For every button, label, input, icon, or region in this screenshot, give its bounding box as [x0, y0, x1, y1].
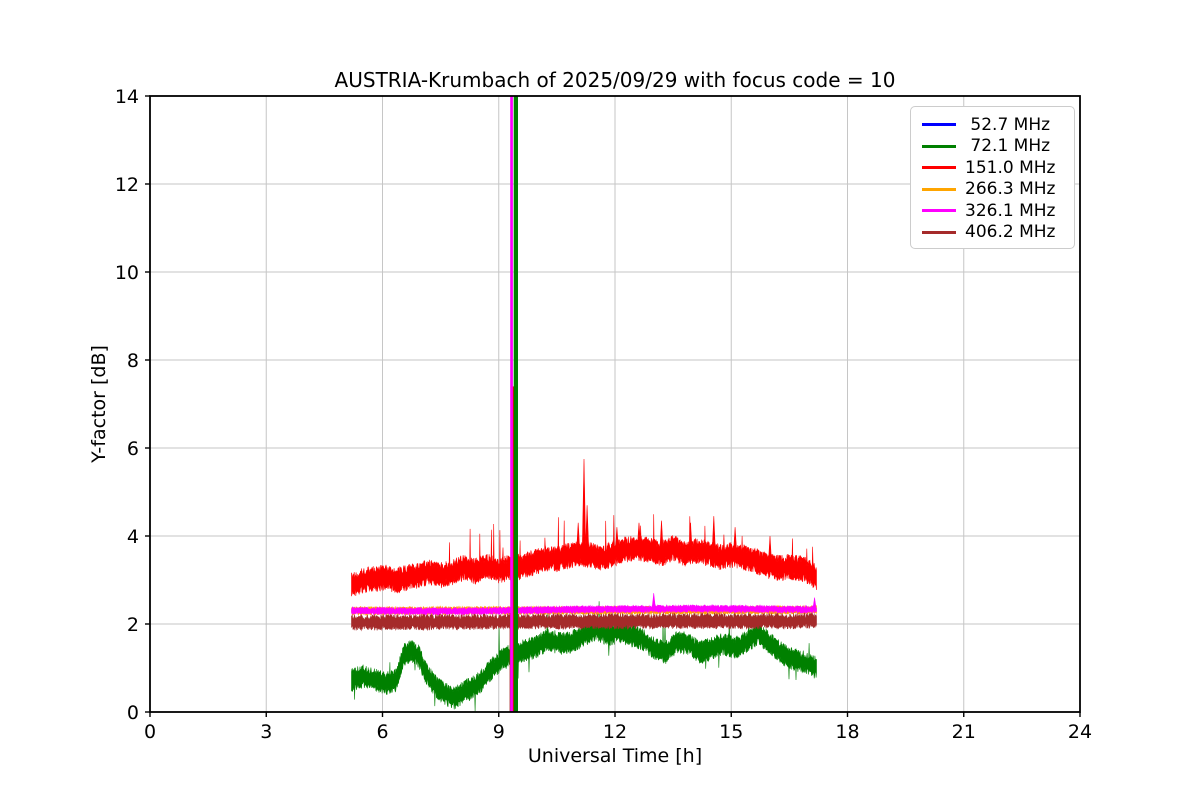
y-tick-label: 8 — [127, 350, 139, 372]
y-tick-label: 2 — [127, 614, 139, 636]
legend-line-swatch — [922, 209, 956, 213]
event-line — [510, 96, 513, 712]
legend-label: 72.1 MHz — [965, 136, 1051, 157]
legend-line-swatch — [922, 230, 956, 234]
y-tick-label: 4 — [127, 526, 139, 548]
legend-label: 52.7 MHz — [965, 114, 1051, 135]
x-tick-label: 21 — [952, 721, 976, 743]
legend-line-swatch — [922, 166, 956, 170]
x-tick-label: 18 — [835, 721, 859, 743]
series-band-406.2-MHz — [351, 612, 817, 632]
legend-item-151.0-MHz: 151.0 MHz — [911, 157, 1074, 179]
x-tick-label: 15 — [719, 721, 743, 743]
legend-label: 151.0 MHz — [965, 157, 1056, 178]
y-tick-label: 12 — [115, 174, 139, 196]
legend: 52.7 MHz 72.1 MHz 151.0 MHz 266.3 MHz 326.1… — [910, 106, 1075, 249]
x-axis-label: Universal Time [h] — [527, 745, 703, 767]
series-band-72.1-MHz — [351, 601, 817, 712]
x-tick-label: 0 — [144, 721, 156, 743]
legend-item-406.2-MHz: 406.2 MHz — [911, 222, 1074, 244]
y-tick-label: 14 — [115, 86, 139, 108]
series-bands — [351, 458, 817, 712]
y-tick-label: 6 — [127, 438, 139, 460]
x-tick-label: 6 — [376, 721, 388, 743]
x-tick-label: 9 — [493, 721, 505, 743]
legend-item-266.3-MHz: 266.3 MHz — [911, 179, 1074, 201]
legend-item-326.1-MHz: 326.1 MHz — [911, 200, 1074, 222]
event-lines — [509, 96, 518, 712]
legend-item-52.7-MHz: 52.7 MHz — [911, 114, 1074, 136]
legend-line-swatch — [922, 187, 956, 191]
y-tick-label: 0 — [127, 702, 139, 724]
legend-item-72.1-MHz: 72.1 MHz — [911, 136, 1074, 158]
chart-title: AUSTRIA-Krumbach of 2025/09/29 with focu… — [334, 68, 896, 92]
legend-label: 406.2 MHz — [965, 222, 1056, 243]
series-band-326.1-MHz — [351, 593, 817, 617]
x-tick-label: 3 — [260, 721, 272, 743]
legend-line-swatch — [922, 144, 956, 148]
y-tick-label: 10 — [115, 262, 139, 284]
x-tick-label: 12 — [603, 721, 627, 743]
x-tick-label: 24 — [1068, 721, 1092, 743]
series-band-151.0-MHz — [351, 458, 817, 597]
legend-label: 326.1 MHz — [965, 200, 1056, 221]
legend-label: 266.3 MHz — [965, 179, 1056, 200]
event-line — [513, 96, 518, 712]
legend-line-swatch — [922, 123, 956, 127]
